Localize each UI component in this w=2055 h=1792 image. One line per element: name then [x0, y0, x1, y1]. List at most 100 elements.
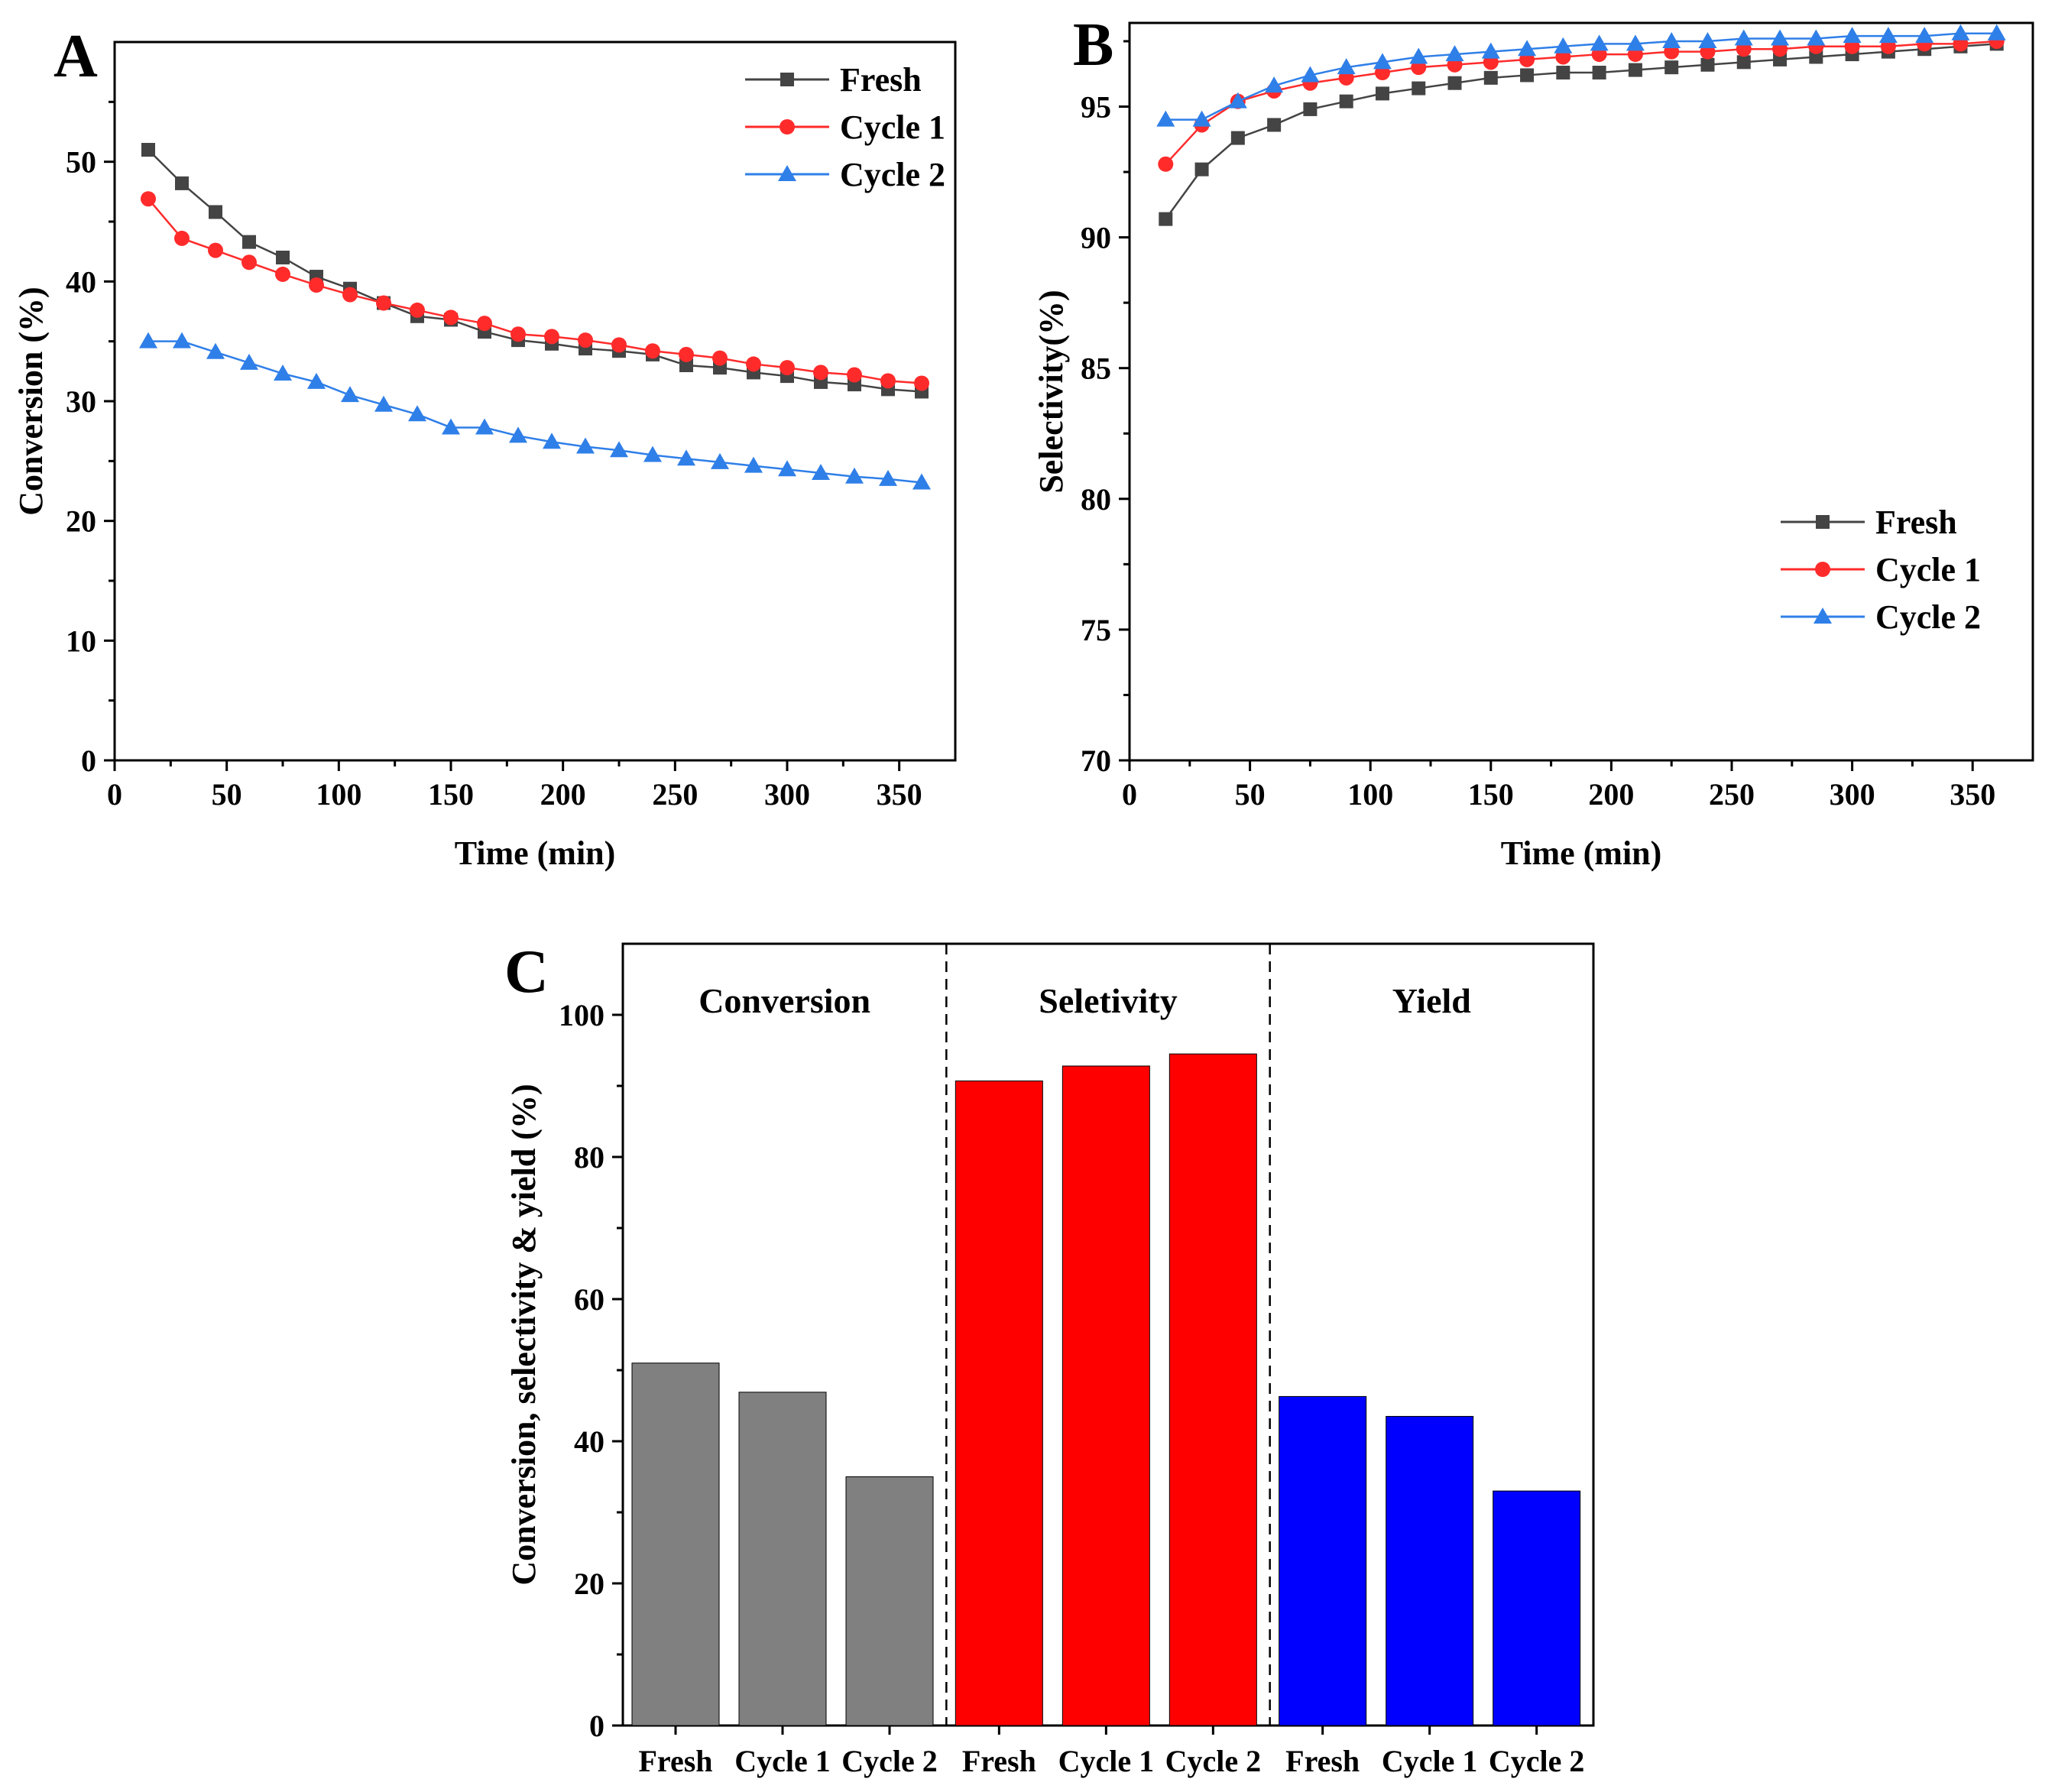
y-tick-label: 10: [66, 624, 96, 658]
y-tick-label: 30: [66, 384, 96, 419]
series-cycle-1: [1158, 33, 2005, 172]
data-point: [1375, 86, 1389, 101]
y-tick-label: 80: [574, 1140, 605, 1175]
series-cycle-2: [1156, 24, 2006, 127]
data-point: [274, 364, 292, 381]
x-tick-label: 300: [764, 777, 810, 812]
x-tick-label: 0: [1122, 777, 1137, 812]
data-point: [1520, 68, 1535, 83]
panel-a: 0 50 100 150 200 250 300 350 0 10 20 30 40 50 Time (mi…: [12, 23, 957, 872]
data-point: [175, 176, 189, 190]
data-point: [1843, 27, 1862, 44]
x-tick-label: 250: [1709, 777, 1755, 812]
data-point: [1445, 45, 1464, 62]
data-point: [1192, 110, 1211, 127]
bar-group-seletivity: Seletivity Fresh Cycle 1 Cycle 2: [955, 981, 1261, 1778]
y-tick-label: 85: [1081, 352, 1111, 386]
series-line: [147, 198, 922, 384]
data-point: [544, 329, 559, 345]
series-cycle-1: [141, 191, 929, 391]
y-tick-label: 90: [1081, 221, 1111, 255]
data-point: [209, 205, 222, 219]
category-label: Fresh: [1285, 1744, 1360, 1778]
data-point: [611, 337, 627, 353]
data-point: [1409, 47, 1428, 64]
data-point: [241, 254, 257, 271]
y-tick-label: 80: [1081, 482, 1111, 517]
data-point: [408, 405, 426, 422]
group-label: Seletivity: [1039, 981, 1177, 1020]
data-point: [1736, 55, 1751, 70]
data-point: [1518, 40, 1537, 57]
data-point: [578, 332, 593, 348]
data-point: [309, 277, 324, 293]
data-point: [475, 418, 494, 435]
legend: Fresh Cycle 1 Cycle 2: [745, 61, 945, 193]
y-tick-label: 0: [81, 744, 96, 778]
category-label: Cycle 2: [1489, 1744, 1585, 1778]
data-point: [1228, 92, 1247, 109]
y-tick-label: 20: [66, 504, 96, 539]
data-point: [509, 426, 527, 443]
data-point: [1592, 66, 1606, 80]
data-point: [1987, 24, 2006, 41]
category-label: Cycle 1: [1058, 1744, 1155, 1778]
x-tick-label: 350: [877, 777, 922, 812]
category-label: Fresh: [638, 1744, 712, 1778]
data-point: [477, 316, 492, 332]
x-tick-label: 150: [428, 777, 474, 812]
data-point: [141, 191, 156, 207]
data-point: [1662, 31, 1681, 48]
x-tick-label: 200: [540, 777, 586, 812]
data-point: [1156, 110, 1175, 127]
data-point: [712, 350, 728, 366]
bar-fresh: [955, 1080, 1043, 1726]
data-point: [1698, 31, 1717, 48]
data-point: [443, 309, 459, 326]
data-point: [374, 395, 393, 412]
legend-marker: [778, 165, 796, 181]
data-point: [780, 360, 795, 376]
data-point: [342, 287, 358, 303]
data-point: [1337, 58, 1356, 75]
legend-label: Cycle 2: [1875, 598, 1981, 636]
bar-group-conversion: Conversion Fresh Cycle 1 Cycle 2: [631, 981, 938, 1778]
data-point: [376, 295, 391, 311]
data-point: [1628, 63, 1642, 77]
series-cycle-2: [139, 332, 931, 490]
plot-frame: [113, 41, 957, 762]
category-label: Fresh: [962, 1744, 1036, 1778]
y-tick-label: 0: [589, 1709, 605, 1743]
data-point: [276, 251, 290, 264]
data-point: [1556, 66, 1570, 80]
data-point: [879, 469, 897, 486]
legend-label: Cycle 2: [840, 156, 945, 193]
series-line: [1165, 43, 1997, 220]
data-point: [1373, 53, 1392, 70]
category-label: Cycle 2: [841, 1744, 938, 1778]
data-point: [778, 460, 796, 477]
data-point: [543, 433, 561, 449]
legend-label: Cycle 1: [1875, 551, 1981, 588]
x-tick-label: 350: [1950, 777, 1995, 812]
x-axis-title: Time (min): [1501, 834, 1662, 872]
data-point: [812, 464, 830, 480]
data-point: [1664, 60, 1679, 75]
bar-fresh: [1279, 1395, 1367, 1726]
y-tick-label: 70: [1081, 744, 1111, 778]
data-point: [1267, 118, 1282, 132]
x-tick-label: 250: [652, 777, 698, 812]
y-axis-title: Selectivity(%): [1032, 290, 1070, 493]
data-point: [1771, 29, 1790, 46]
data-point: [307, 372, 326, 389]
data-point: [711, 452, 729, 469]
data-point: [679, 346, 694, 362]
data-point: [1194, 162, 1209, 177]
legend-label: Fresh: [840, 61, 922, 99]
data-point: [141, 143, 155, 157]
panel-b: 0 50 100 150 200 250 300 350 70 75 80 85 90 95 Time (m…: [1032, 11, 2034, 872]
bar-group-yield: Yield Fresh Cycle 1 Cycle 2: [1279, 981, 1585, 1778]
x-tick-label: 150: [1468, 777, 1514, 812]
y-tick-label: 60: [574, 1282, 605, 1317]
